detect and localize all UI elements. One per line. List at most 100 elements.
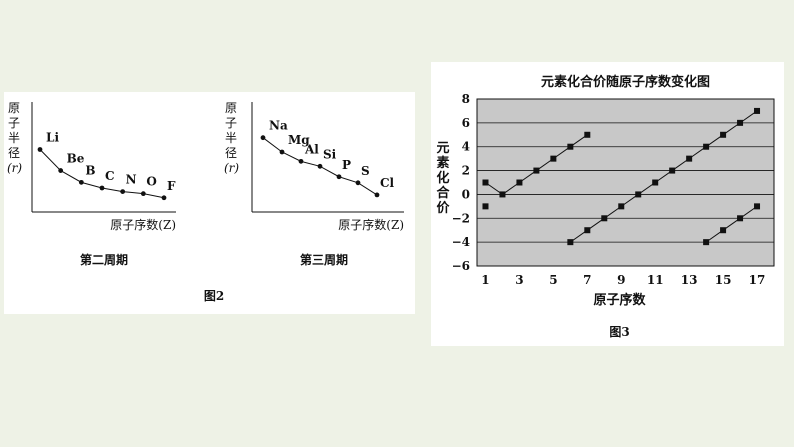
y-tick-label: −4: [452, 235, 470, 249]
y-tick-label: 4: [462, 140, 470, 154]
figure-caption: 图3: [609, 325, 629, 339]
element-label: C: [105, 169, 115, 183]
element-label: Si: [323, 147, 337, 161]
element-label: Al: [304, 142, 319, 156]
y-tick-label: −6: [452, 259, 470, 273]
element-label: P: [342, 158, 351, 172]
y-tick-label: 0: [462, 187, 470, 201]
y-tick-label: 6: [462, 116, 470, 130]
figure-3-panel: 元素化合价随原子序数变化图 −6 −4 −2 0 2 4 6 8 1 3 5 7 9 11 13 15 17 元素化…: [431, 62, 784, 346]
element-label: Mg: [288, 133, 310, 147]
y-axis-label-char: 原: [225, 101, 237, 115]
data-point: [516, 179, 523, 186]
element-label: B: [85, 163, 95, 177]
data-point: [567, 143, 574, 150]
data-point: [703, 143, 710, 150]
data-point: [499, 191, 506, 198]
x-axis-label: 原子序数(Z): [110, 217, 176, 232]
data-point: [720, 227, 727, 234]
x-tick-label: 5: [549, 273, 557, 287]
element-label: O: [146, 175, 156, 189]
y-axis-label-char: 合: [436, 185, 450, 201]
element-label: Na: [269, 119, 288, 133]
y-axis-label-char: 子: [8, 116, 20, 130]
y-axis-label-char: 径: [225, 146, 237, 160]
x-tick-label: 7: [583, 273, 591, 287]
valence-series-3: [567, 107, 761, 246]
x-tick-label: 9: [617, 273, 625, 287]
y-tick-label: 8: [462, 92, 470, 106]
data-point: [737, 119, 744, 126]
data-point: [533, 167, 540, 174]
data-point: [161, 195, 167, 201]
y-axis-label-char: 价: [436, 201, 450, 216]
data-point: [140, 191, 146, 197]
data-point: [120, 189, 126, 194]
data-point: [260, 135, 266, 141]
x-tick-label: 15: [715, 273, 732, 287]
data-point: [58, 168, 64, 173]
y-tick-label: 2: [462, 164, 470, 178]
y-tick-label: −2: [452, 211, 470, 225]
plot-area: [476, 98, 775, 267]
y-axis-label-char: 半: [8, 131, 20, 145]
data-point: [584, 131, 591, 138]
x-axis-label: 原子序数(Z): [338, 217, 404, 232]
figure-2-panel: 原子半径 (r) 原子序数(Z) Li Be B C N O F 第二周期原子半径 (r) 原子序数(Z…: [4, 92, 415, 314]
data-point: [336, 174, 342, 180]
series-line: [705, 205, 758, 243]
data-point: [279, 149, 285, 155]
data-point: [652, 179, 659, 186]
x-tick-label: 17: [749, 273, 766, 287]
data-point: [601, 215, 608, 222]
data-point: [99, 185, 105, 191]
y-axis-label-char: 原: [8, 101, 20, 115]
y-axis-label-char: 元: [436, 141, 449, 156]
data-point: [720, 131, 727, 138]
data-point: [317, 163, 323, 169]
data-point: [669, 167, 676, 174]
element-label: Cl: [380, 176, 395, 190]
y-axis-label-char: 径: [8, 146, 20, 160]
chart-caption: 第三周期: [300, 252, 348, 267]
figure-caption: 图2: [204, 289, 224, 303]
radius-line: [39, 149, 165, 199]
data-point: [482, 179, 489, 186]
element-label: S: [361, 164, 370, 178]
valence-series-2: [482, 203, 489, 210]
data-point: [37, 147, 43, 152]
element-label: F: [167, 179, 176, 193]
data-point: [584, 227, 591, 234]
data-point: [754, 107, 761, 114]
y-axis-label-unit: (r): [224, 161, 239, 175]
x-axis-label: 原子序数: [593, 292, 646, 308]
data-point: [686, 155, 693, 162]
x-tick-label: 13: [681, 273, 698, 287]
valence-series-4: [703, 203, 761, 246]
data-point: [355, 180, 361, 186]
element-label: Be: [67, 152, 85, 166]
y-axis-label-char: 子: [225, 116, 237, 130]
data-point: [374, 192, 380, 198]
y-axis-label-char: 化: [436, 170, 449, 186]
data-point: [618, 203, 625, 210]
valence-series-1: [482, 131, 591, 198]
x-tick-label: 11: [647, 273, 664, 287]
data-point: [550, 155, 557, 162]
data-point: [567, 239, 574, 246]
chart-title: 元素化合价随原子序数变化图: [541, 74, 710, 90]
chart-caption: 第二周期: [80, 252, 128, 267]
data-point: [737, 215, 744, 222]
element-label: N: [126, 173, 137, 187]
data-point: [703, 239, 710, 246]
element-label: Li: [46, 131, 59, 145]
y-axis-label-char: 半: [225, 131, 237, 145]
y-axis-label-unit: (r): [7, 161, 22, 175]
x-tick-label: 1: [481, 273, 489, 287]
x-tick-label: 3: [515, 273, 523, 287]
data-point: [298, 158, 304, 164]
